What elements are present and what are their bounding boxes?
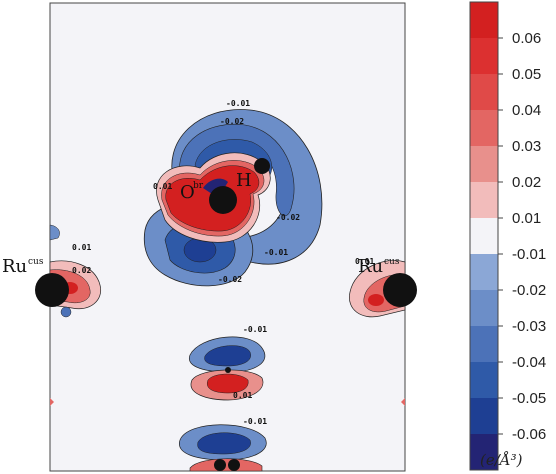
colorbar-tick-label: 0.02 [512, 174, 541, 191]
contour-label: 0.01 [72, 243, 91, 252]
colorbar-frame [469, 1, 499, 471]
ru-right-positive-core [368, 294, 384, 306]
ru-left-sup: cus [28, 257, 44, 267]
ru-left-negative-spot [60, 306, 72, 318]
colorbar-swatch [470, 398, 498, 435]
edge-feature-left [50, 398, 54, 406]
ru-left-negative-edge [49, 224, 60, 241]
middle-density-region [189, 336, 266, 401]
ru-right-atom [383, 273, 417, 307]
colorbar: 0.06 0.05 0.04 0.03 0.02 0.01 -0.01 -0.02 -0.03 -… [469, 1, 546, 471]
colorbar-swatch [470, 38, 498, 75]
colorbar-swatch [470, 434, 498, 471]
bottom-atom-left [214, 459, 226, 471]
colorbar-swatch [470, 182, 498, 219]
colorbar-unit-label: (e/Å³) [480, 451, 523, 469]
oxygen-sup: br [193, 181, 204, 191]
contour-label: 0.01 [355, 257, 374, 266]
contour-label: -0.01 [243, 325, 267, 334]
colorbar-tick-label: -0.03 [512, 318, 546, 335]
contour-label: -0.01 [226, 99, 250, 108]
colorbar-swatch [470, 146, 498, 183]
colorbar-tick-label: 0.01 [512, 210, 541, 227]
middle-atom [225, 367, 231, 373]
colorbar-tick-label: -0.04 [512, 354, 546, 371]
colorbar-swatch [470, 362, 498, 399]
colorbar-swatch [470, 290, 498, 327]
edge-feature-right [401, 398, 405, 406]
contour-label: -0.01 [243, 417, 267, 426]
hydrogen-atom [254, 158, 270, 174]
colorbar-tick-label: 0.06 [512, 30, 541, 47]
bottom-density-region [179, 424, 267, 472]
colorbar-tick-label: -0.06 [512, 426, 546, 443]
ru-left-atom [35, 273, 69, 307]
colorbar-swatch [470, 110, 498, 147]
contour-label: -0.02 [220, 117, 244, 126]
colorbar-tick-label: -0.01 [512, 246, 546, 263]
contour-label: -0.01 [264, 248, 288, 257]
contour-label: 0.01 [233, 391, 252, 400]
colorbar-swatch [470, 254, 498, 291]
colorbar-swatch [470, 326, 498, 363]
colorbar-tick-label: 0.05 [512, 66, 541, 83]
ru-right-label: Ru [358, 256, 383, 277]
middle-negative-core [204, 345, 251, 367]
oxygen-atom [209, 186, 237, 214]
ru-right-density-region [349, 260, 417, 318]
contour-label: -0.02 [276, 213, 300, 222]
colorbar-tick-label: -0.05 [512, 390, 546, 407]
ru-left-label: Ru [2, 256, 27, 277]
ru-right-sup: cus [384, 257, 400, 267]
contour-label: 0.01 [153, 182, 172, 191]
bottom-negative-core [197, 432, 251, 455]
ru-left-density-region [35, 224, 102, 318]
colorbar-swatch [470, 74, 498, 111]
colorbar-tick-label: 0.03 [512, 138, 541, 155]
hydrogen-label: H [236, 170, 252, 191]
middle-positive-core [206, 373, 249, 394]
colorbar-tick-label: -0.02 [512, 282, 546, 299]
oxygen-label: O [180, 182, 195, 203]
oh-density-region [143, 109, 323, 287]
contour-label: -0.02 [218, 275, 242, 284]
colorbar-swatch [470, 218, 498, 255]
bottom-positive-lobe [189, 458, 263, 472]
colorbar-tick-label: 0.04 [512, 102, 541, 119]
bottom-atom-right [228, 459, 240, 471]
contour-label: 0.02 [72, 266, 91, 275]
colorbar-swatch [470, 2, 498, 39]
